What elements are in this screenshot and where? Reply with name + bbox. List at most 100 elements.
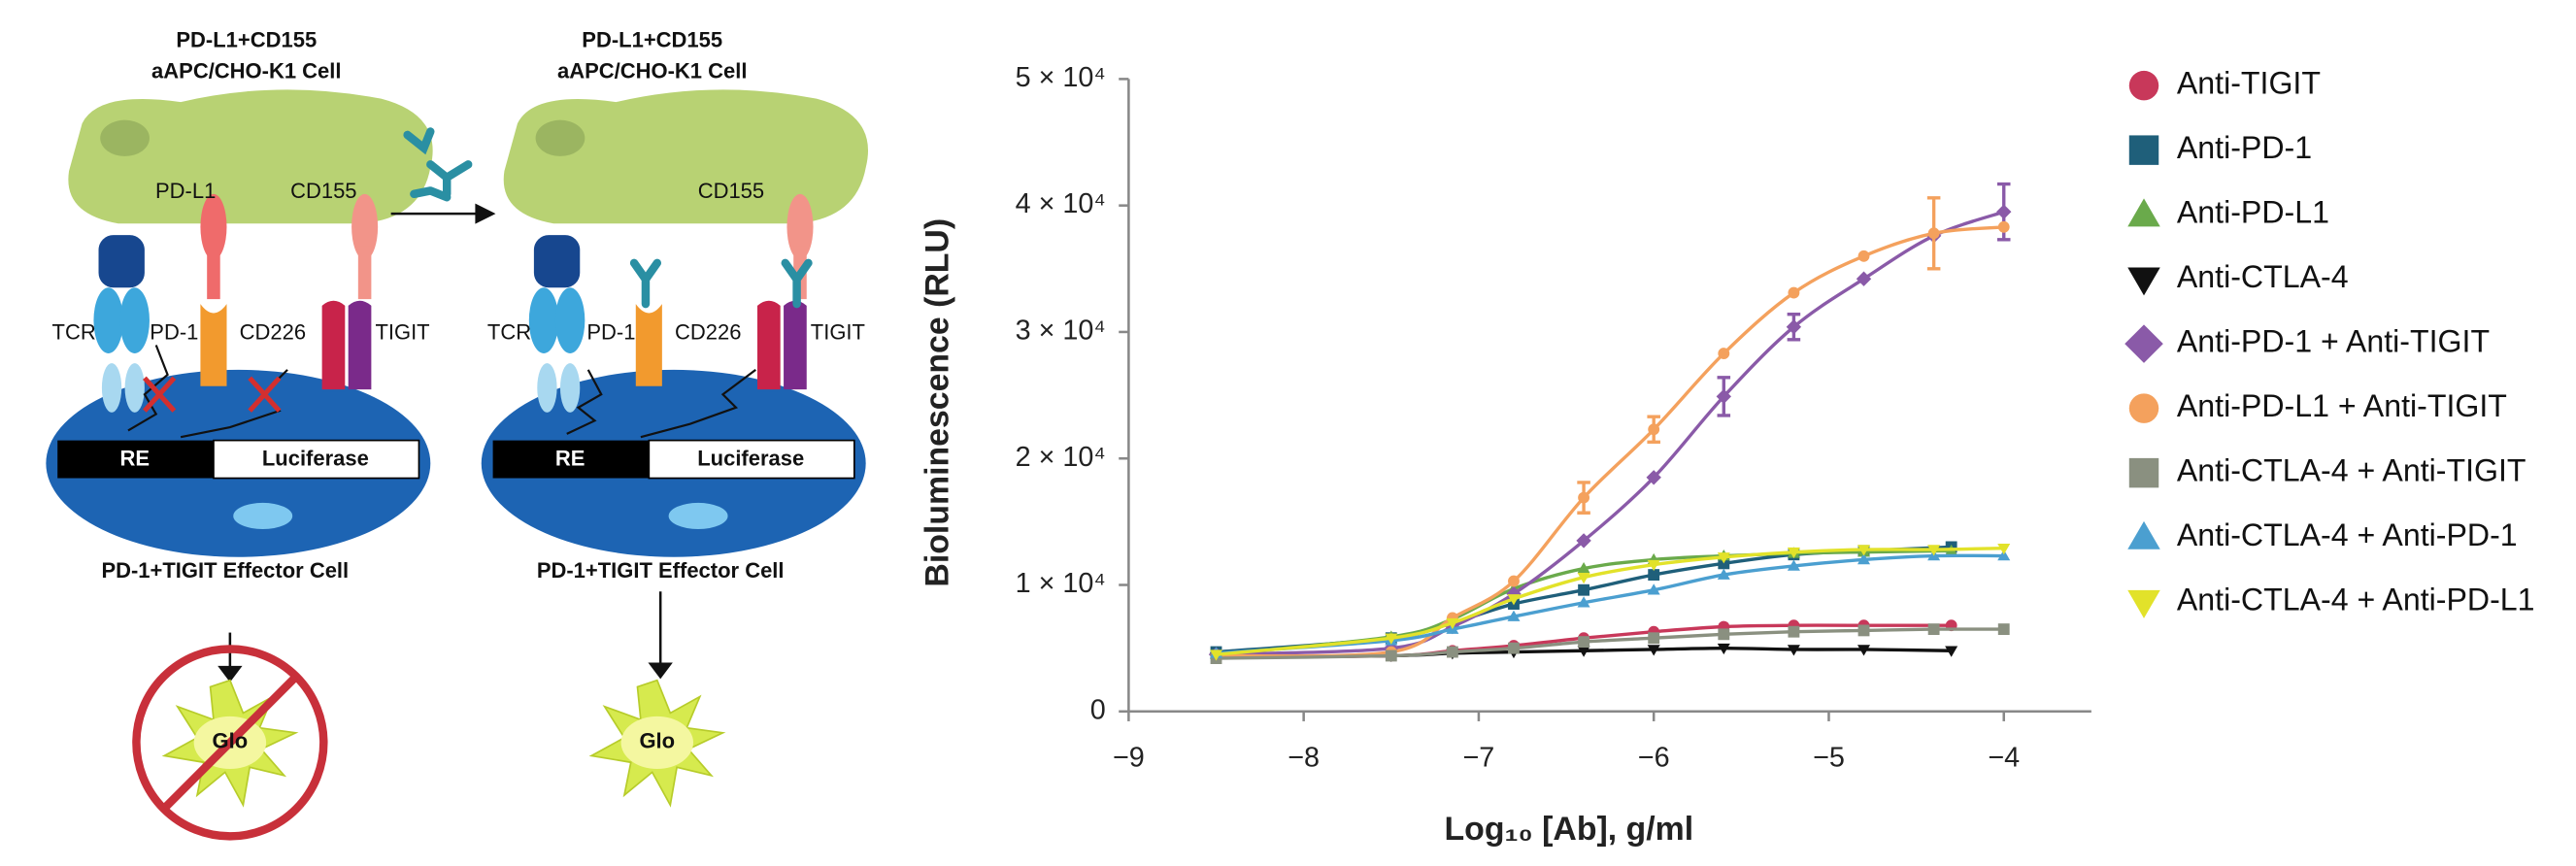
data-point	[1577, 596, 1590, 608]
data-point	[1718, 348, 1730, 360]
legend-label: Anti-PD-L1	[2177, 195, 2329, 230]
y-tick-label: 4 × 10⁴	[1016, 188, 1106, 219]
data-point	[1927, 623, 1940, 636]
data-point	[1578, 491, 1590, 504]
legend-marker	[2128, 457, 2159, 488]
data-point	[1788, 286, 1800, 299]
data-point	[1508, 575, 1520, 587]
legend-label: Anti-PD-L1 + Anti-TIGIT	[2177, 388, 2507, 423]
data-point	[1647, 583, 1660, 595]
data-point	[1577, 562, 1590, 574]
active-signal-lines	[566, 368, 756, 439]
no-sign	[132, 645, 328, 841]
data-point	[1446, 646, 1458, 658]
data-point	[1385, 650, 1397, 662]
pd-l1-shape	[200, 193, 227, 260]
data-point	[1997, 220, 2010, 233]
data-point	[1997, 550, 2011, 561]
effector-label: PD-1+TIGIT Effector Cell	[101, 558, 349, 583]
data-point	[1648, 569, 1660, 582]
x-tick-label: −8	[1288, 742, 1320, 773]
legend-marker	[2127, 520, 2160, 550]
series-line	[1216, 225, 2004, 658]
label: TIGIT	[811, 319, 865, 344]
data-point	[1385, 633, 1398, 645]
data-point	[1787, 559, 1800, 571]
data-point	[1788, 625, 1800, 638]
data-point	[1507, 594, 1521, 606]
data-point	[1856, 271, 1872, 286]
arrows	[217, 203, 673, 683]
label: CD226	[675, 319, 741, 344]
data-point	[1927, 545, 1941, 556]
data-point	[1997, 543, 2011, 555]
legend-marker	[2124, 324, 2163, 363]
data-point	[1647, 559, 1660, 572]
legend-label: Anti-PD-1	[2177, 130, 2312, 165]
legend-label: Anti-CTLA-4 + Anti-PD-1	[2177, 517, 2518, 552]
blocked-marks	[143, 376, 282, 413]
legend-label: Anti-TIGIT	[2177, 66, 2321, 101]
y-tick-label: 1 × 10⁴	[1016, 568, 1106, 599]
legend-marker	[2127, 589, 2160, 618]
panel-title: aAPC/CHO-K1 Cell	[557, 58, 747, 83]
legend-marker	[2128, 393, 2159, 423]
x-axis-label: Log₁₀ [Ab], g/ml	[1445, 811, 1694, 848]
y-tick-label: 0	[1090, 694, 1106, 725]
data-point	[1997, 623, 2010, 636]
re-label: RE	[555, 447, 585, 471]
data-point	[1507, 610, 1521, 621]
x-tick-label: −5	[1813, 742, 1845, 773]
data-point	[1945, 646, 1958, 657]
legend-label: Anti-CTLA-4 + Anti-PD-L1	[2177, 583, 2535, 617]
effector-label: PD-1+TIGIT Effector Cell	[537, 558, 785, 583]
series-line	[1216, 210, 2005, 656]
data-point	[1648, 632, 1660, 645]
reporter-label: Luciferase	[697, 447, 804, 471]
data-point	[1648, 423, 1660, 436]
series-line	[1216, 553, 2004, 655]
label: PD-1	[586, 319, 635, 344]
data-point	[1857, 645, 1871, 656]
x-tick-label: −6	[1638, 742, 1670, 773]
label: PD-1	[150, 319, 198, 344]
data-point	[1508, 642, 1520, 654]
legend-marker	[2128, 70, 2159, 101]
data-point	[1718, 628, 1730, 641]
legend-marker	[2127, 198, 2160, 227]
data-point	[1857, 552, 1871, 565]
label: CD155	[290, 179, 356, 203]
data-point	[1717, 552, 1730, 564]
legend-marker	[2128, 135, 2159, 165]
legend-marker	[2127, 267, 2160, 296]
data-point	[1446, 617, 1459, 630]
y-tick-label: 5 × 10⁴	[1016, 62, 1106, 93]
data-point	[1578, 636, 1590, 649]
re-label: RE	[119, 447, 150, 471]
data-point	[1786, 319, 1802, 335]
panel-title: aAPC/CHO-K1 Cell	[151, 58, 341, 83]
data-point	[1717, 643, 1730, 655]
legend-label: Anti-CTLA-4	[2177, 259, 2349, 294]
data-point	[1787, 645, 1800, 656]
reporter-label: Luciferase	[262, 447, 369, 471]
antibodies	[403, 127, 813, 309]
y-tick-label: 3 × 10⁴	[1016, 316, 1106, 347]
data-point	[1716, 388, 1731, 405]
x-tick-label: −7	[1463, 742, 1495, 773]
label: CD155	[698, 179, 764, 203]
data-point	[1577, 572, 1590, 584]
label: TIGIT	[375, 319, 429, 344]
series-line	[1216, 547, 2004, 656]
data-point	[1578, 583, 1590, 596]
x-tick-label: −9	[1113, 742, 1145, 773]
y-axis-label: Bioluminescence (RLU)	[920, 218, 956, 587]
data-point	[1647, 645, 1660, 656]
data-point	[1787, 547, 1800, 559]
y-tick-label: 2 × 10⁴	[1016, 442, 1106, 473]
pd-l1-stem	[207, 246, 220, 300]
data-point	[1996, 204, 2012, 219]
data-point	[1857, 545, 1871, 556]
data-point	[1210, 650, 1223, 661]
